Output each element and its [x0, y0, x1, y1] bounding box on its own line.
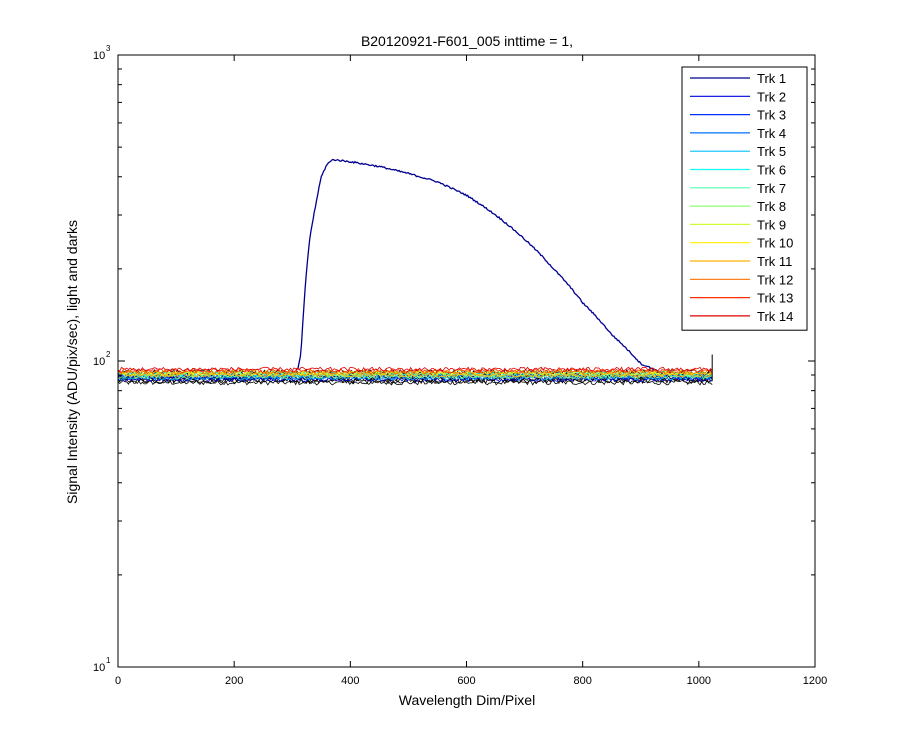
x-tick-label: 400	[341, 675, 359, 687]
legend-label-trk-2: Trk 2	[757, 89, 786, 104]
x-tick-label: 200	[225, 675, 243, 687]
legend-label-trk-13: Trk 13	[757, 291, 793, 306]
x-tick-label: 1000	[687, 675, 711, 687]
legend-label-trk-3: Trk 3	[757, 108, 786, 123]
series-line-trk-14	[117, 366, 713, 373]
y-tick-label-exponent: 2	[106, 350, 111, 359]
legend-box	[681, 66, 808, 331]
x-tick-label: 0	[115, 675, 121, 687]
legend-label-trk-9: Trk 9	[757, 217, 786, 232]
x-axis-label: Wavelength Dim/Pixel	[399, 692, 535, 708]
x-tick-label: 600	[457, 675, 475, 687]
y-tick-label: 10	[93, 662, 105, 674]
series-line-trk-5	[117, 375, 713, 381]
legend-label-trk-8: Trk 8	[757, 199, 786, 214]
plot-area	[117, 158, 713, 386]
x-tick-label: 800	[573, 675, 591, 687]
chart-title: B20120921-F601_005 inttime = 1,	[361, 33, 573, 49]
legend-label-trk-10: Trk 10	[757, 236, 793, 251]
series-line-trk-6	[118, 370, 713, 377]
series-line-trk-11	[117, 372, 713, 378]
legend-label-trk-5: Trk 5	[757, 144, 786, 159]
y-axis-label: Signal Intensity (ADU/pix/sec), light an…	[64, 220, 80, 504]
legend-label-trk-1: Trk 1	[757, 71, 786, 86]
legend-label-trk-14: Trk 14	[757, 309, 793, 324]
y-tick-label-exponent: 1	[106, 656, 111, 665]
x-tick-label: 1200	[803, 675, 827, 687]
legend-label-trk-4: Trk 4	[757, 126, 786, 141]
legend: Trk 1 Trk 2 Trk 3 Trk 4 Trk 5 Trk 6 Trk 7 Trk 8…	[681, 66, 808, 331]
legend-label-trk-11: Trk 11	[757, 254, 792, 269]
legend-label-trk-7: Trk 7	[757, 181, 786, 196]
y-tick-label-exponent: 3	[106, 44, 111, 53]
y-tick-label: 10	[93, 50, 105, 62]
legend-label-trk-12: Trk 12	[757, 272, 793, 287]
legend-label-trk-6: Trk 6	[757, 163, 786, 178]
y-tick-label: 10	[93, 356, 105, 368]
